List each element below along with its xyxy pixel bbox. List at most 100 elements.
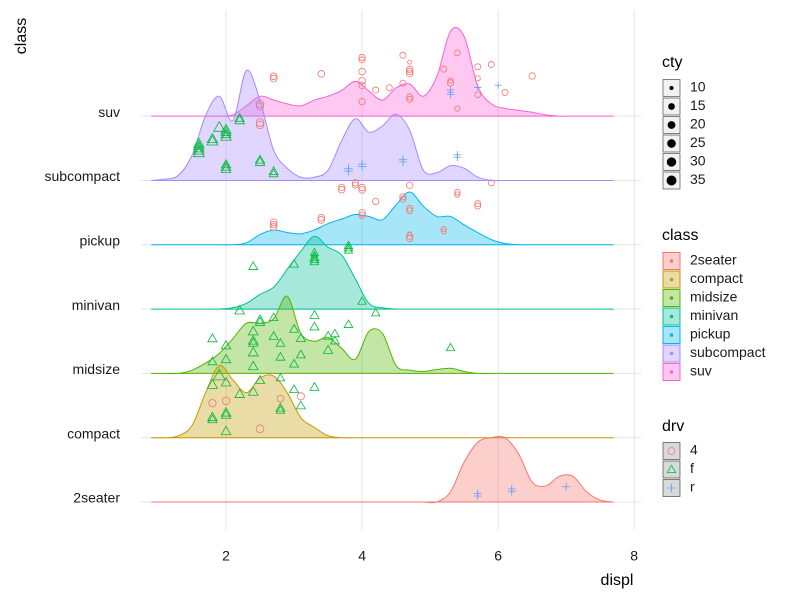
legend-symbol bbox=[667, 121, 676, 129]
point bbox=[440, 226, 447, 233]
legend-symbol bbox=[669, 259, 674, 263]
point bbox=[322, 330, 334, 340]
legend-symbol bbox=[667, 139, 676, 148]
point bbox=[528, 72, 536, 80]
point bbox=[399, 51, 407, 59]
y-tick-label: compact bbox=[67, 425, 120, 441]
point bbox=[358, 77, 366, 85]
point bbox=[494, 81, 502, 89]
point bbox=[358, 67, 366, 76]
legend-symbol bbox=[669, 314, 674, 319]
point bbox=[269, 218, 278, 226]
ridge bbox=[151, 191, 614, 246]
point bbox=[399, 79, 407, 87]
legend-symbol bbox=[666, 175, 677, 186]
ridge bbox=[151, 235, 614, 310]
ridge bbox=[151, 435, 614, 504]
point bbox=[275, 405, 286, 414]
point bbox=[474, 91, 481, 98]
point bbox=[351, 181, 359, 189]
point bbox=[407, 59, 413, 65]
legend-title: cty bbox=[662, 54, 682, 71]
point bbox=[358, 186, 366, 194]
point bbox=[440, 65, 448, 73]
y-tick-label: midsize bbox=[73, 361, 121, 377]
point bbox=[275, 351, 286, 361]
point bbox=[269, 74, 278, 83]
point bbox=[446, 86, 455, 94]
point bbox=[474, 202, 482, 210]
legend-label: pickup bbox=[690, 326, 731, 342]
point bbox=[317, 213, 326, 222]
point bbox=[399, 193, 407, 201]
point bbox=[275, 337, 286, 347]
point bbox=[358, 209, 366, 217]
point bbox=[454, 191, 461, 198]
point bbox=[295, 349, 306, 359]
point bbox=[487, 179, 495, 187]
point bbox=[247, 325, 259, 336]
point bbox=[212, 368, 226, 381]
point bbox=[407, 231, 413, 237]
y-tick-label: minivan bbox=[72, 297, 120, 313]
legend-label: 2seater bbox=[690, 252, 737, 268]
point bbox=[254, 314, 266, 324]
point bbox=[275, 372, 286, 382]
point bbox=[288, 323, 300, 333]
point bbox=[309, 321, 320, 331]
point bbox=[317, 70, 326, 78]
point bbox=[446, 79, 455, 87]
point bbox=[343, 319, 354, 328]
y-tick-label: pickup bbox=[80, 232, 121, 248]
point bbox=[406, 93, 414, 101]
x-tick-label: 8 bbox=[630, 548, 638, 564]
legend-label: subcompact bbox=[690, 344, 766, 360]
point bbox=[254, 156, 266, 166]
point bbox=[288, 384, 300, 394]
point bbox=[667, 483, 676, 493]
point bbox=[358, 81, 366, 90]
legend-symbol bbox=[669, 86, 674, 90]
ridge bbox=[151, 27, 614, 117]
ridge bbox=[151, 364, 614, 439]
point bbox=[220, 425, 232, 436]
ridge bbox=[151, 295, 614, 375]
point bbox=[248, 261, 259, 270]
point bbox=[206, 378, 219, 389]
legend-label: 10 bbox=[690, 79, 706, 95]
legend-symbol bbox=[666, 157, 677, 167]
point bbox=[338, 183, 346, 191]
legend-symbol bbox=[669, 333, 674, 337]
point bbox=[447, 77, 454, 84]
point bbox=[247, 386, 259, 396]
point bbox=[406, 65, 414, 73]
point bbox=[213, 120, 226, 132]
point bbox=[358, 53, 366, 62]
point bbox=[405, 67, 414, 76]
point bbox=[406, 232, 414, 240]
point bbox=[667, 447, 676, 455]
point bbox=[234, 388, 246, 398]
y-axis-title: class bbox=[13, 18, 30, 54]
point bbox=[501, 88, 509, 96]
point bbox=[343, 245, 354, 254]
point bbox=[268, 168, 279, 178]
point bbox=[666, 464, 677, 474]
point bbox=[247, 334, 259, 345]
point bbox=[351, 179, 359, 187]
point bbox=[343, 240, 354, 249]
point bbox=[358, 98, 366, 106]
point bbox=[207, 356, 218, 366]
point bbox=[295, 332, 307, 343]
point bbox=[254, 316, 266, 326]
point bbox=[343, 242, 354, 252]
point bbox=[358, 56, 366, 64]
legend-label: 4 bbox=[690, 442, 698, 458]
point bbox=[453, 151, 462, 159]
ridge bbox=[151, 69, 614, 182]
point bbox=[268, 330, 279, 340]
point bbox=[288, 358, 300, 368]
legend-label: minivan bbox=[690, 307, 738, 323]
x-tick-label: 4 bbox=[358, 548, 366, 564]
